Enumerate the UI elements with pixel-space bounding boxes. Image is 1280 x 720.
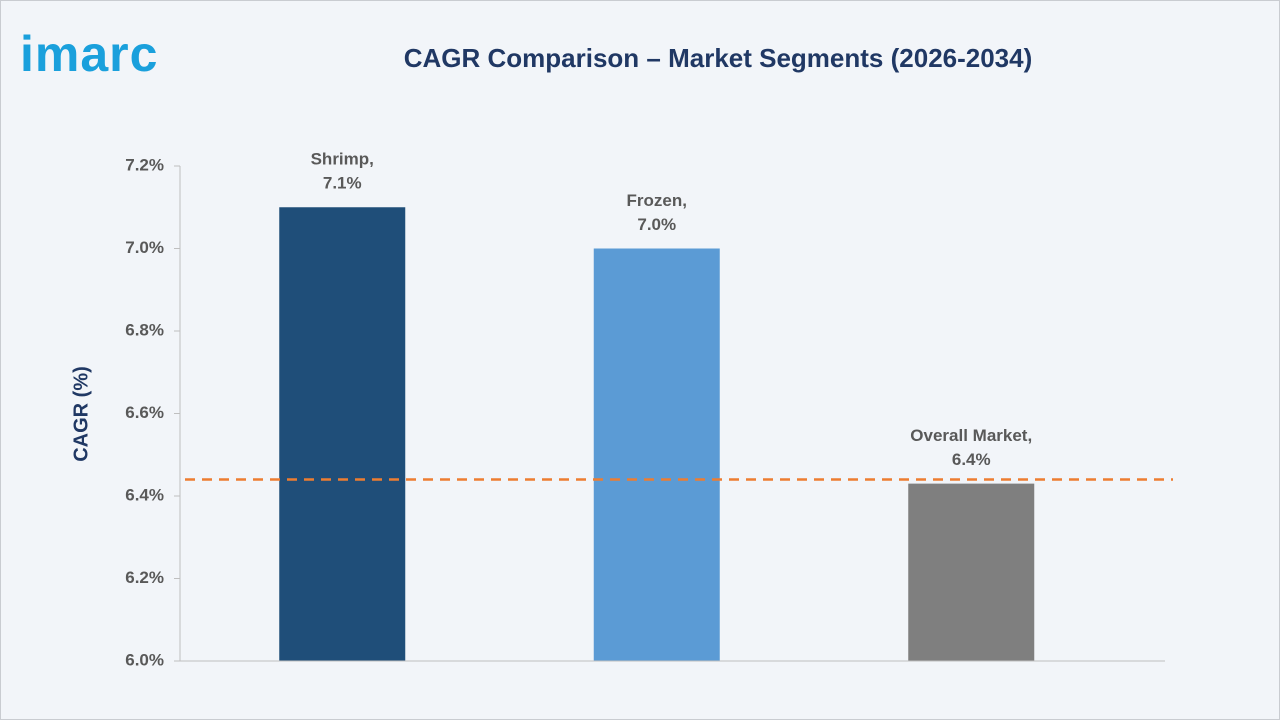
- data-label: 7.1%: [323, 174, 362, 193]
- bar: [279, 207, 406, 661]
- y-tick-label: 6.4%: [125, 485, 164, 504]
- y-tick-label: 6.6%: [125, 403, 164, 422]
- data-label-category: Shrimp,: [311, 150, 374, 169]
- y-axis-label: CAGR (%): [70, 366, 92, 462]
- data-label: 6.4%: [952, 450, 991, 469]
- y-tick-label: 7.2%: [125, 155, 164, 174]
- logo: imarc: [20, 26, 158, 82]
- bar: [593, 248, 720, 661]
- data-label-category: Overall Market,: [910, 426, 1032, 445]
- y-tick-label: 6.2%: [125, 568, 164, 587]
- bar: [908, 483, 1035, 661]
- data-label: 7.0%: [637, 215, 676, 234]
- y-tick-label: 6.8%: [125, 320, 164, 339]
- y-tick-label: 6.0%: [125, 650, 164, 669]
- data-label-category: Frozen,: [627, 191, 687, 210]
- y-tick-label: 7.0%: [125, 238, 164, 257]
- chart-title: CAGR Comparison – Market Segments (2026-…: [404, 43, 1033, 73]
